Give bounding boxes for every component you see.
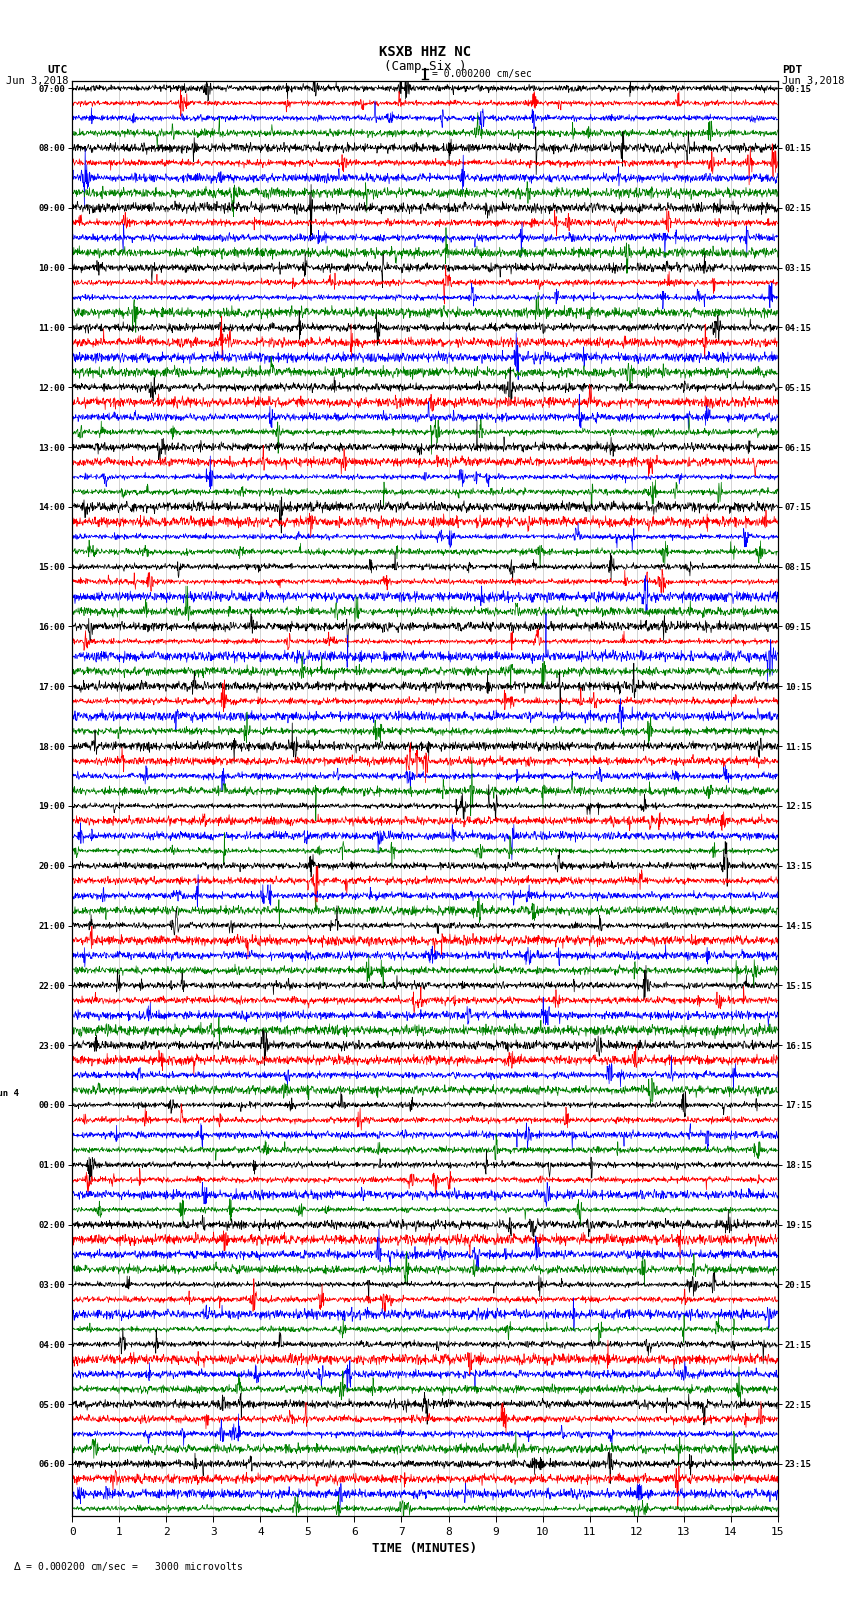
Text: = 0.000200 cm/sec: = 0.000200 cm/sec — [432, 69, 532, 79]
Text: (Camp Six ): (Camp Six ) — [383, 60, 467, 73]
Text: KSXB HHZ NC: KSXB HHZ NC — [379, 45, 471, 60]
Text: Jun 4: Jun 4 — [0, 1089, 20, 1097]
Text: Jun 3,2018: Jun 3,2018 — [5, 76, 68, 85]
X-axis label: TIME (MINUTES): TIME (MINUTES) — [372, 1542, 478, 1555]
Text: $\Delta$ = 0.000200 cm/sec =   3000 microvolts: $\Delta$ = 0.000200 cm/sec = 3000 microv… — [13, 1560, 243, 1573]
Text: UTC: UTC — [48, 65, 68, 74]
Text: PDT: PDT — [782, 65, 802, 74]
Text: Jun 3,2018: Jun 3,2018 — [782, 76, 845, 85]
